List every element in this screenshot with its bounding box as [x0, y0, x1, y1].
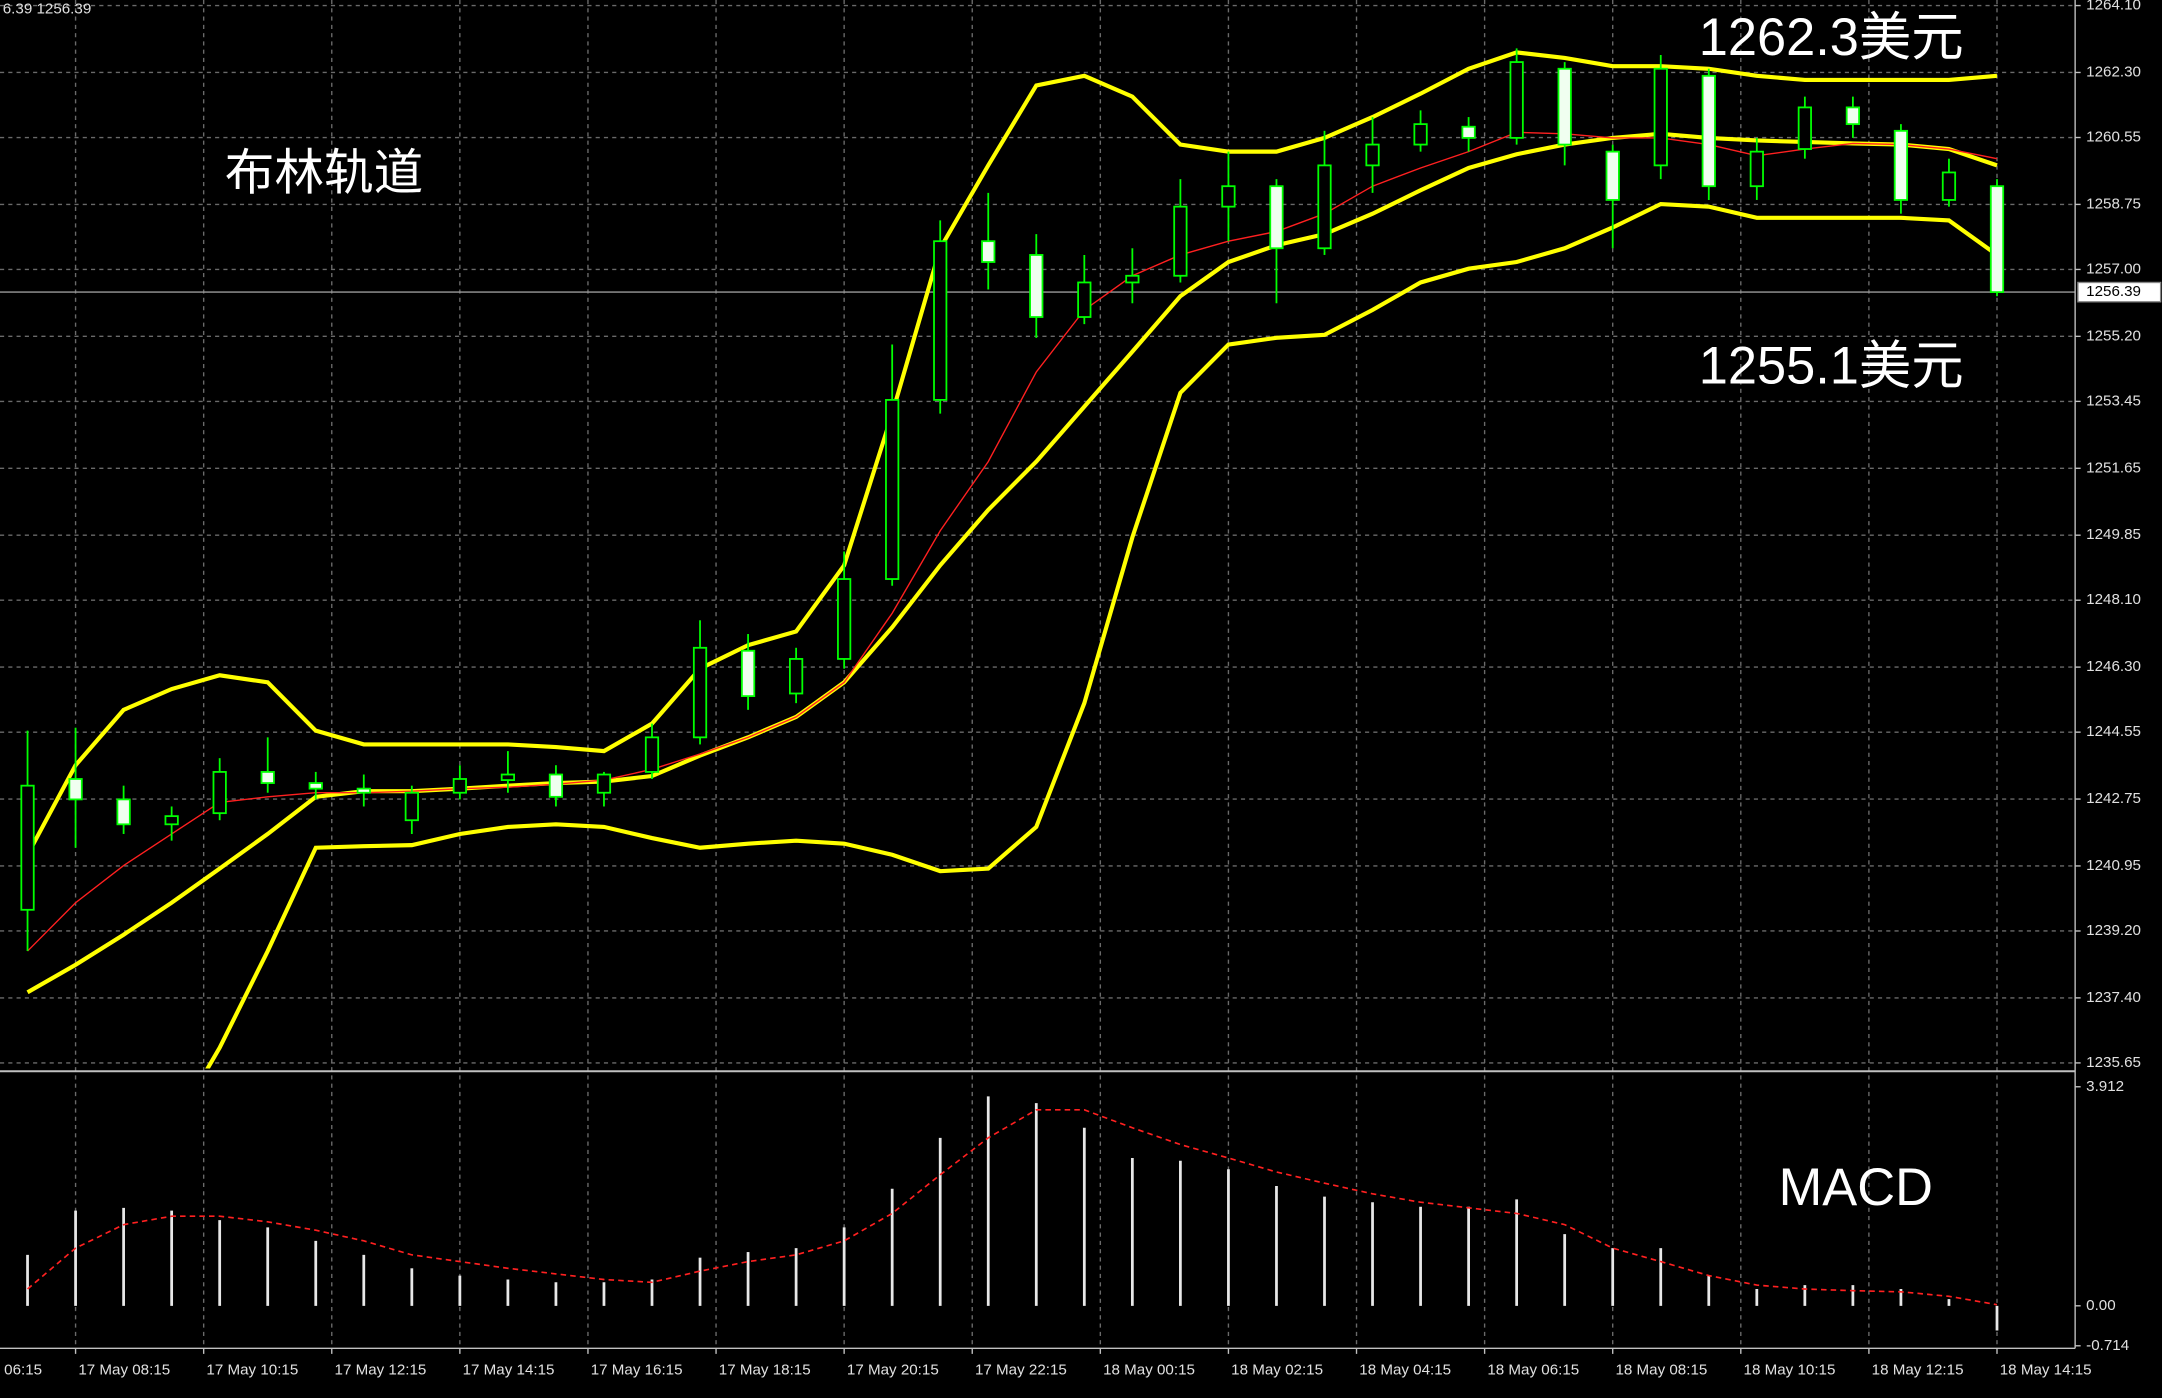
y-tick-label: 1246.30 — [2086, 658, 2141, 675]
y-tick-label: 1249.85 — [2086, 526, 2141, 543]
y-tick-label: 1260.55 — [2086, 129, 2141, 146]
candle-body — [500, 773, 515, 781]
y-tick-label: 1255.20 — [2086, 327, 2141, 344]
candle-body — [596, 773, 612, 794]
x-tick-label: 18 May 04:15 — [1359, 1361, 1451, 1378]
candle-body — [1221, 185, 1236, 208]
candle-body — [1797, 106, 1812, 150]
x-tick-label: 18 May 12:15 — [1872, 1361, 1964, 1378]
candle-body — [164, 815, 179, 826]
candle-body — [260, 771, 275, 784]
candle-body — [1941, 171, 1957, 201]
candle-body — [1509, 61, 1524, 139]
candle-body — [1845, 106, 1860, 126]
candle-body — [1605, 150, 1620, 201]
x-tick-label: 17 May 10:15 — [206, 1361, 298, 1378]
candle-body — [1461, 125, 1476, 139]
candle-body — [548, 773, 564, 798]
x-tick-label: 17 May 18:15 — [719, 1361, 811, 1378]
candle-body — [644, 736, 660, 773]
candle-body — [356, 787, 371, 794]
x-tick-label: 18 May 14:15 — [2000, 1361, 2092, 1378]
x-tick-label: 17 May 08:15 — [78, 1361, 170, 1378]
y-tick-label: 1237.40 — [2086, 989, 2141, 1006]
candle-body — [789, 658, 804, 695]
macd-signal — [26, 1109, 1998, 1306]
candle-body — [452, 778, 467, 794]
candle-body — [308, 782, 323, 790]
x-tick-label: 17 May 12:15 — [335, 1361, 427, 1378]
candle-body — [981, 240, 996, 263]
candle-body — [116, 798, 131, 826]
macd-tick-label: 3.912 — [2086, 1078, 2124, 1095]
candle-body — [20, 784, 35, 911]
candle-body — [1317, 164, 1332, 250]
y-tick-label: 1264.10 — [2086, 0, 2141, 14]
annotation: 1262.3美元 — [1699, 9, 1964, 67]
candle-body — [692, 646, 708, 739]
annotation: 布林轨道 — [225, 145, 424, 201]
bollinger-lower — [205, 201, 1999, 1069]
y-tick-label: 1257.00 — [2086, 260, 2141, 277]
current-price-box — [2077, 281, 2162, 303]
candle-body — [1701, 74, 1716, 188]
price-pane — [0, 48, 2076, 1069]
y-tick-label: 1240.95 — [2086, 857, 2141, 874]
candle-body — [885, 398, 900, 580]
y-tick-label: 1258.75 — [2086, 195, 2141, 212]
y-tick-label: 1251.65 — [2086, 459, 2141, 476]
x-tick-label: 18 May 10:15 — [1744, 1361, 1836, 1378]
candle-body — [1893, 129, 1909, 201]
candle-body — [1269, 185, 1284, 250]
x-tick-label: 17 May 22:15 — [975, 1361, 1067, 1378]
macd-tick-label: -0.714 — [2086, 1337, 2129, 1354]
annotation: 1255.1美元 — [1699, 337, 1964, 395]
candle-body — [1557, 67, 1572, 146]
x-tick-label: 17 May 06:15 — [0, 1361, 42, 1378]
current-price-label: 1256.39 — [2086, 283, 2141, 300]
y-tick-label: 1253.45 — [2086, 392, 2141, 409]
y-tick-label: 1242.75 — [2086, 790, 2141, 807]
candle-body — [1029, 254, 1044, 318]
candle-body — [212, 771, 227, 815]
candle-body — [837, 578, 852, 660]
y-tick-label: 1262.30 — [2086, 63, 2141, 80]
candle-body — [933, 240, 948, 401]
candle-body — [404, 791, 419, 822]
candle-body — [1077, 281, 1092, 318]
x-tick-label: 18 May 02:15 — [1231, 1361, 1323, 1378]
candle-body — [1413, 123, 1428, 146]
candle-body — [740, 649, 756, 697]
text-layer: 6.39 1256.39 布林轨道 1262.3美元 1255.1美元 MACD… — [0, 0, 2141, 1378]
y-tick-label: 1239.20 — [2086, 922, 2141, 939]
y-tick-label: 1244.55 — [2086, 723, 2141, 740]
x-tick-label: 18 May 00:15 — [1103, 1361, 1195, 1378]
axes-layer — [0, 0, 2162, 1354]
moving-average — [27, 131, 1998, 952]
x-tick-label: 18 May 08:15 — [1615, 1361, 1707, 1378]
macd-title: MACD — [1779, 1159, 1933, 1217]
candle-body — [1989, 185, 2005, 294]
x-tick-label: 17 May 20:15 — [847, 1361, 939, 1378]
x-tick-label: 18 May 06:15 — [1487, 1361, 1579, 1378]
candle-body — [1749, 150, 1764, 188]
header-text: 6.39 1256.39 — [3, 1, 92, 18]
x-tick-label: 17 May 14:15 — [463, 1361, 555, 1378]
y-tick-label: 1235.65 — [2086, 1054, 2141, 1071]
bollinger-upper — [25, 50, 1998, 856]
candle-body — [68, 778, 83, 801]
candle-body — [1125, 274, 1140, 284]
candle-body — [1173, 205, 1188, 277]
candle-body — [1653, 67, 1668, 167]
macd-tick-label: 0.00 — [2086, 1297, 2116, 1314]
macd-pane — [26, 1096, 1999, 1331]
y-tick-label: 1248.10 — [2086, 591, 2141, 608]
x-tick-label: 17 May 16:15 — [591, 1361, 683, 1378]
candle-body — [1365, 143, 1380, 167]
